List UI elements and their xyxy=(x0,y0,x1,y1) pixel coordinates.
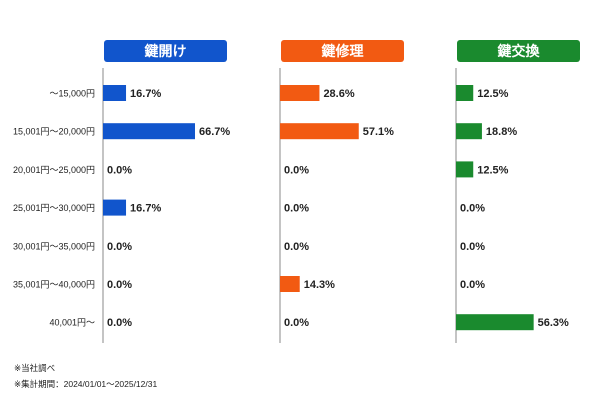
bar-value-label: 56.3% xyxy=(538,317,569,329)
category-label: 15,001円〜20,000円 xyxy=(13,127,95,137)
bar-value-label: 18.8% xyxy=(486,126,517,138)
bar-value-label: 14.3% xyxy=(304,279,335,291)
bar-value-label: 0.0% xyxy=(460,279,485,291)
bar-value-label: 16.7% xyxy=(130,203,161,215)
bar-value-label: 0.0% xyxy=(107,317,132,329)
bar xyxy=(456,123,482,140)
bar-value-label: 0.0% xyxy=(107,164,132,176)
category-label: 30,001円〜35,000円 xyxy=(13,241,95,251)
category-label: 25,001円〜30,000円 xyxy=(13,203,95,213)
bar xyxy=(103,85,127,101)
bar-value-label: 0.0% xyxy=(107,241,132,253)
panel-header-label: 鍵開け xyxy=(145,43,187,59)
bar-value-label: 12.5% xyxy=(477,164,508,176)
bar-value-label: 0.0% xyxy=(284,241,309,253)
bar xyxy=(456,85,474,101)
bar-value-label: 28.6% xyxy=(323,88,354,100)
panel-header-label: 鍵交換 xyxy=(498,43,541,59)
category-label: 40,001円〜 xyxy=(49,318,95,328)
category-label: 〜15,000円 xyxy=(49,89,95,99)
bar xyxy=(103,123,195,140)
panel-header xyxy=(281,40,404,62)
bar xyxy=(456,161,474,178)
bar-value-label: 0.0% xyxy=(460,203,485,215)
bar xyxy=(280,276,300,292)
bar xyxy=(456,314,534,331)
panel-header-label: 鍵修理 xyxy=(322,43,364,59)
bar-value-label: 0.0% xyxy=(284,203,309,215)
bar-value-label: 66.7% xyxy=(199,126,230,138)
source-note: ※当社調べ xyxy=(14,363,56,373)
bar-value-label: 12.5% xyxy=(477,88,508,100)
bar-value-label: 0.0% xyxy=(460,241,485,253)
panel-header xyxy=(457,40,580,62)
bar-value-label: 57.1% xyxy=(363,126,394,138)
bar xyxy=(280,123,359,140)
category-label: 35,001円〜40,000円 xyxy=(13,280,95,290)
bar-value-label: 0.0% xyxy=(107,279,132,291)
bar-value-label: 16.7% xyxy=(130,88,161,100)
bar xyxy=(103,199,127,216)
bar xyxy=(280,85,320,101)
period-note: ※集計期間：2024/01/01〜2025/12/31 xyxy=(14,379,158,389)
bar-value-label: 0.0% xyxy=(284,164,309,176)
category-label: 20,001円〜25,000円 xyxy=(13,165,95,175)
panel-header xyxy=(104,40,227,62)
bar-value-label: 0.0% xyxy=(284,317,309,329)
